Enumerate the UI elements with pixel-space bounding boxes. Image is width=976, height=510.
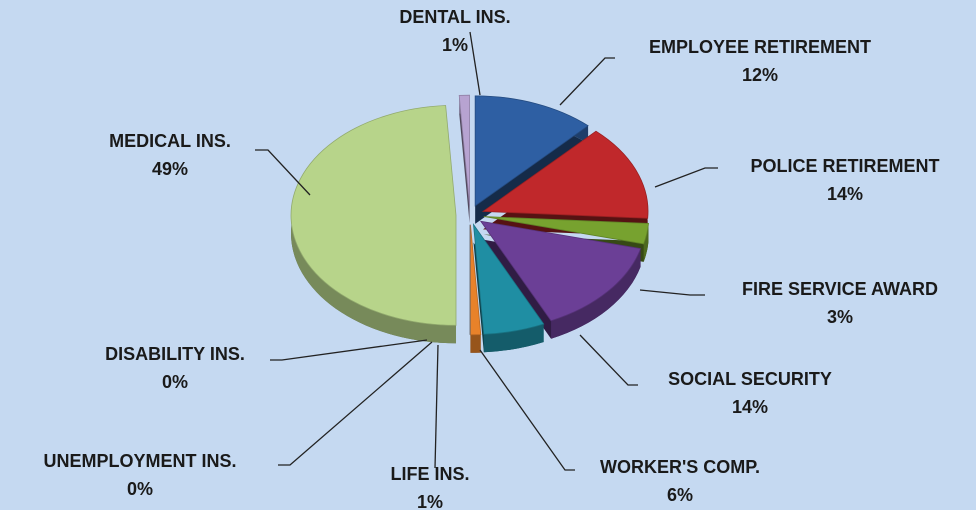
value-label: 0% xyxy=(162,372,188,392)
leader-line xyxy=(654,167,718,188)
leader-line xyxy=(278,341,433,466)
category-label: DENTAL INS. xyxy=(399,7,510,27)
slice xyxy=(483,216,649,245)
category-label: DISABILITY INS. xyxy=(105,344,245,364)
leader-line xyxy=(469,31,481,96)
category-label: FIRE SERVICE AWARD xyxy=(742,279,938,299)
value-label: 3% xyxy=(827,307,853,327)
slice xyxy=(481,130,649,219)
slice-side xyxy=(470,334,481,353)
leader-line xyxy=(479,349,575,471)
category-label: EMPLOYEE RETIREMENT xyxy=(649,37,871,57)
slice xyxy=(474,95,589,207)
slice-side xyxy=(551,248,641,339)
leader-line xyxy=(255,149,311,196)
value-label: 14% xyxy=(827,184,863,204)
slice xyxy=(479,220,642,322)
slice xyxy=(472,223,545,335)
category-label: UNEMPLOYMENT INS. xyxy=(43,451,236,471)
value-label: 1% xyxy=(442,35,468,55)
value-label: 12% xyxy=(742,65,778,85)
leader-line xyxy=(559,57,615,106)
value-label: 0% xyxy=(127,479,153,499)
slice xyxy=(290,105,457,326)
category-label: SOCIAL SECURITY xyxy=(668,369,832,389)
slice xyxy=(458,94,470,206)
category-label: WORKER'S COMP. xyxy=(600,457,760,477)
category-label: LIFE INS. xyxy=(390,464,469,484)
leader-line xyxy=(270,339,428,361)
category-label: MEDICAL INS. xyxy=(109,131,231,151)
value-label: 1% xyxy=(417,492,443,510)
value-label: 6% xyxy=(667,485,693,505)
leader-line xyxy=(434,344,439,469)
slice-side xyxy=(483,324,544,353)
leader-line xyxy=(579,334,638,386)
value-label: 14% xyxy=(732,397,768,417)
category-label: POLICE RETIREMENT xyxy=(750,156,939,176)
slice xyxy=(470,224,482,336)
value-label: 49% xyxy=(152,159,188,179)
leader-line xyxy=(639,289,705,296)
